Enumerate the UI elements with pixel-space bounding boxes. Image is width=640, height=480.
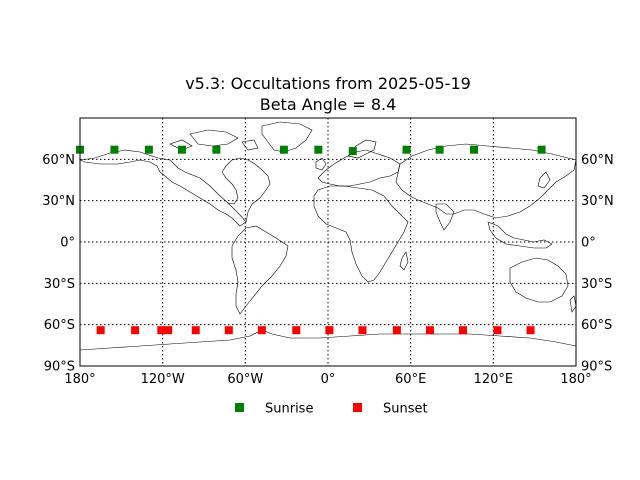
coastline-south-america	[231, 225, 289, 315]
coastline-australia	[509, 257, 569, 303]
sunrise-marker	[212, 145, 221, 154]
lon-tick-label: 120°E	[474, 372, 514, 387]
legend-sunset-label: Sunset	[383, 402, 428, 417]
coastline-asia	[395, 143, 577, 219]
gridlines	[80, 118, 576, 366]
lat-tick-label-left: 90°S	[44, 360, 75, 375]
lat-tick-label-left: 30°N	[42, 194, 75, 209]
lat-tick-label-right: 60°N	[581, 153, 614, 168]
coastline-north-america	[78, 149, 247, 227]
lon-tick-label: 0°	[321, 372, 336, 387]
sunset-marker	[257, 326, 266, 335]
coastline-india	[435, 203, 455, 231]
lat-tick-label-right: 60°S	[581, 318, 612, 333]
sunrise-marker	[177, 145, 186, 154]
sunset-marker	[392, 326, 401, 335]
sunset-marker	[131, 326, 140, 335]
coastlines	[78, 121, 577, 351]
coastline-british-isles	[315, 157, 327, 171]
sunrise-marker	[110, 145, 119, 154]
lat-tick-label-right: 30°S	[581, 277, 612, 292]
legend-sunrise-label: Sunrise	[265, 402, 313, 417]
chart-title-line1: v5.3: Occultations from 2025-05-19	[185, 74, 471, 93]
coastline-greenland	[261, 121, 313, 153]
sunrise-marker	[402, 145, 411, 154]
sunrise-marker	[435, 145, 444, 154]
lat-tick-label-right: 30°N	[581, 194, 614, 209]
coastline-madagascar	[399, 251, 409, 271]
lat-tick-label-left: 0°	[60, 236, 75, 251]
plot-area	[76, 117, 577, 367]
sunrise-marker	[537, 145, 546, 154]
coastline-southeast-asia	[487, 221, 553, 249]
lat-tick-label-left: 60°N	[42, 153, 75, 168]
sunset-marker	[292, 326, 301, 335]
lon-tick-label: 180°	[64, 372, 95, 387]
sunrise-marker	[314, 145, 323, 154]
sunset-marker	[358, 326, 367, 335]
chart-title-line2: Beta Angle = 8.4	[260, 95, 397, 114]
plot-border	[79, 117, 577, 367]
sunset-marker	[164, 326, 173, 335]
sunrise-marker	[144, 145, 153, 154]
lat-tick-label-right: 0°	[581, 236, 596, 251]
sunset-marker	[459, 326, 468, 335]
sunset-marker	[325, 326, 334, 335]
coastline-antarctica	[79, 329, 577, 351]
axis-tick-labels: 60°N 60°N 30°N 30°N 0° 0° 30°S 30°S 60°S 60°S 90°S…	[42, 153, 614, 387]
lon-tick-label: 120°W	[141, 372, 185, 387]
legend-sunset-marker	[353, 403, 362, 412]
coastline-scandinavia	[347, 139, 377, 159]
lon-tick-label: 60°W	[227, 372, 263, 387]
sunset-marker	[191, 326, 200, 335]
coastline-africa	[313, 185, 409, 283]
sunset-marker	[96, 326, 105, 335]
lat-tick-label-left: 30°S	[44, 277, 75, 292]
legend: Sunrise Sunset	[235, 402, 428, 417]
lat-tick-label-right: 90°S	[581, 360, 612, 375]
lon-tick-label: 60°E	[395, 372, 426, 387]
lon-tick-label: 180°	[560, 372, 591, 387]
sunrise-marker	[279, 145, 288, 154]
sunrise-marker	[348, 147, 357, 156]
sunset-marker	[425, 326, 434, 335]
sunset-marker	[526, 326, 535, 335]
lat-tick-label-left: 60°S	[44, 318, 75, 333]
sunset-marker	[157, 326, 166, 335]
sunrise-marker	[470, 145, 479, 154]
coastline-japan	[537, 171, 551, 189]
sunset-marker	[224, 326, 233, 335]
sunset-marker	[493, 326, 502, 335]
legend-sunrise-marker	[235, 403, 244, 412]
